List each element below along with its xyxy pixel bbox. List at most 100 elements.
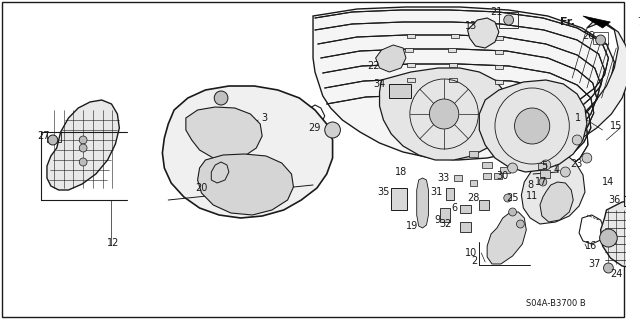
Bar [500,167,509,173]
Text: 19: 19 [406,221,419,231]
Bar [451,34,459,38]
Text: 22: 22 [367,61,380,71]
Circle shape [509,208,516,216]
Text: 32: 32 [440,219,452,229]
Text: 20: 20 [195,183,207,193]
Bar [449,78,457,82]
Text: 36: 36 [608,195,620,205]
Text: 8: 8 [527,180,533,190]
Circle shape [631,280,640,290]
Circle shape [214,91,228,105]
Text: 3: 3 [261,113,268,123]
Text: 23: 23 [571,159,583,169]
Circle shape [516,220,524,228]
Circle shape [582,153,592,163]
Bar [495,36,503,40]
Bar [449,63,457,67]
Polygon shape [600,200,640,268]
Bar [448,48,456,52]
Text: 29: 29 [308,123,321,133]
Bar [460,205,472,213]
Text: Fr.: Fr. [560,17,575,27]
Bar [389,84,411,98]
Text: 21: 21 [490,7,503,17]
Text: 25: 25 [506,193,518,203]
Circle shape [515,108,550,144]
Text: 14: 14 [602,177,614,187]
Text: 6: 6 [452,203,458,213]
Polygon shape [479,80,587,172]
Text: 15: 15 [610,121,622,131]
Text: 4: 4 [554,165,559,175]
Polygon shape [583,16,611,28]
Polygon shape [483,173,491,179]
Text: 33: 33 [438,173,450,183]
Bar [407,34,415,38]
Polygon shape [376,45,406,72]
Circle shape [539,178,547,186]
Text: 31: 31 [430,187,442,197]
Text: 28: 28 [467,193,479,203]
Circle shape [79,136,87,144]
Circle shape [596,35,605,45]
Bar [407,63,415,67]
Text: 24: 24 [610,269,622,279]
Bar [495,50,503,54]
Bar [624,196,640,206]
Circle shape [631,263,640,273]
Bar [593,32,609,44]
Text: 35: 35 [377,187,389,197]
Text: 26: 26 [582,31,595,41]
Bar [460,222,472,232]
Polygon shape [454,175,461,181]
Polygon shape [470,180,477,186]
Circle shape [541,160,551,170]
Text: 7: 7 [637,17,640,27]
Text: 2: 2 [471,256,477,266]
Polygon shape [487,20,630,158]
Circle shape [79,158,87,166]
Bar [446,188,454,200]
Bar [540,170,550,178]
Polygon shape [163,86,333,218]
Circle shape [48,135,58,145]
Text: 12: 12 [108,238,120,248]
Text: 18: 18 [395,167,407,177]
Circle shape [79,144,87,152]
Polygon shape [538,163,546,169]
Circle shape [504,15,513,25]
Text: 11: 11 [526,191,538,201]
Circle shape [572,135,582,145]
Polygon shape [417,178,428,228]
Bar [495,80,503,84]
Bar [468,151,478,157]
Circle shape [604,263,613,273]
Text: 5: 5 [541,161,548,171]
Circle shape [508,163,518,173]
Polygon shape [468,18,499,48]
Polygon shape [380,68,509,160]
Circle shape [429,99,459,129]
Circle shape [600,229,617,247]
Circle shape [504,194,511,202]
Polygon shape [540,182,573,222]
Polygon shape [487,212,526,264]
Text: 27: 27 [37,131,50,141]
Text: 10: 10 [465,248,477,258]
Text: S04A-B3700 B: S04A-B3700 B [526,300,586,308]
Text: 1: 1 [575,113,581,123]
Bar [479,200,489,210]
Text: 9: 9 [434,215,440,225]
Bar [47,132,61,142]
Bar [407,78,415,82]
Bar [440,208,450,222]
Polygon shape [198,154,294,215]
Circle shape [561,167,570,177]
Text: 30: 30 [497,171,509,181]
Circle shape [324,122,340,138]
Text: 16: 16 [584,241,596,251]
Bar [499,12,518,28]
Polygon shape [313,7,614,160]
Bar [494,173,502,179]
Bar [483,162,492,168]
